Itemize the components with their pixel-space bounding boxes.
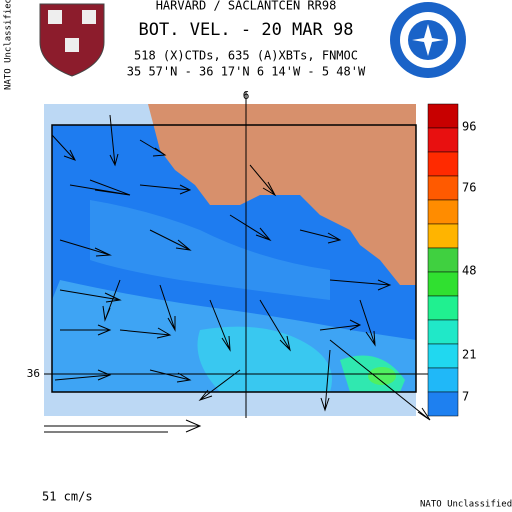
colorbar-label: 76 (462, 181, 476, 195)
colorbar-cell (427, 271, 459, 297)
title: BOT. VEL. - 20 MAR 98 (139, 20, 354, 40)
map (44, 92, 431, 421)
colorbar-cell (427, 391, 459, 417)
scale-label: 51 cm/s (42, 490, 93, 504)
field-patch (368, 367, 396, 385)
colorbar: 96 76 48 21 7 (427, 103, 476, 417)
field-patch (90, 200, 330, 300)
colorbar-cell (427, 151, 459, 177)
map-frame (51, 124, 417, 393)
colorbar-cell (427, 247, 459, 273)
colorbar-cell (427, 319, 459, 345)
header-line: 518 (X)CTDs, 635 (A)XBTs, FNMOC (134, 49, 358, 63)
colorbar-cell (427, 367, 459, 393)
scale-arrow (44, 419, 202, 433)
colorbar-label: 96 (462, 120, 476, 134)
colorbar-label: 21 (462, 348, 476, 362)
colorbar-cell (427, 295, 459, 321)
lat-label: 36 (27, 367, 40, 380)
colorbar-cell (427, 103, 459, 129)
land (148, 104, 416, 285)
header-line: 35 57'N - 36 17'N 6 14'W - 5 48'W (127, 65, 366, 79)
colorbar-cell (427, 175, 459, 201)
header-line: HARVARD / SACLANTCEN RR98 (156, 0, 337, 13)
velocity-arrows (51, 114, 431, 421)
colorbar-cell (427, 199, 459, 225)
classification: NATO Unclassified (420, 500, 512, 510)
colorbar-label: 7 (462, 390, 469, 404)
harvard-logo (39, 3, 105, 77)
colorbar-cell (427, 343, 459, 369)
lon-label: 6 (243, 89, 250, 102)
field-patch (197, 326, 332, 392)
colorbar-label: 48 (462, 264, 476, 278)
colorbar-cell (427, 223, 459, 249)
colorbar-cell (427, 127, 459, 153)
classification: NATO Unclassified (4, 0, 14, 90)
saclant-logo (390, 2, 466, 78)
